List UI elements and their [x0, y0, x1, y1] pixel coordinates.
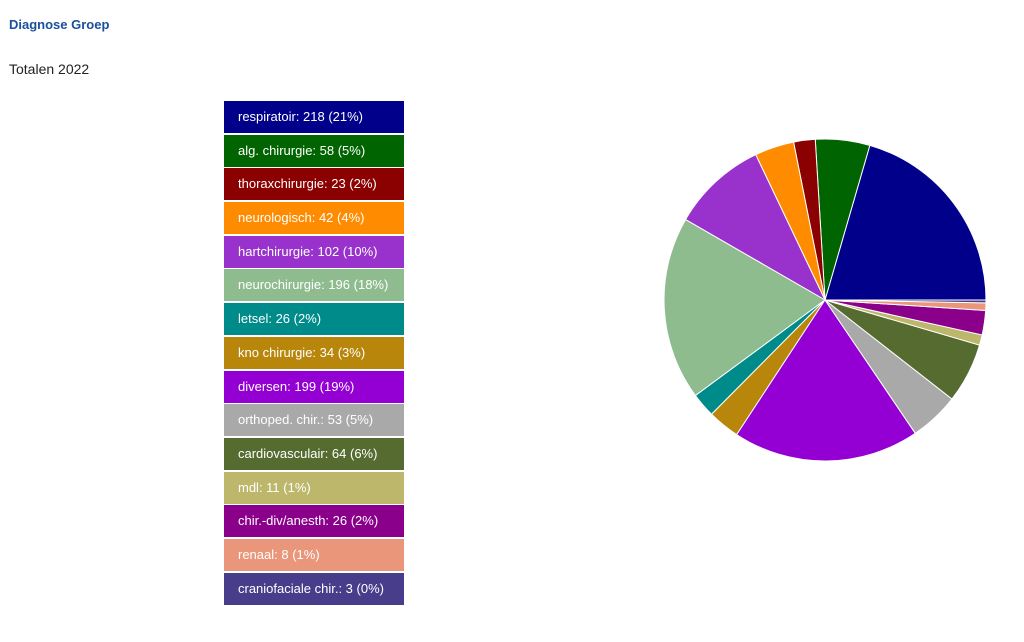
chart-title: Diagnose Groep — [9, 17, 110, 32]
legend-item-craniofaciale-chir-[interactable]: craniofaciale chir.: 3 (0%) — [224, 572, 404, 605]
pie-slice-diversen[interactable] — [735, 299, 917, 462]
legend-item-renaal[interactable]: renaal: 8 (1%) — [224, 538, 404, 571]
legend-item-cardiovasculair[interactable]: cardiovasculair: 64 (6%) — [224, 437, 404, 470]
legend-item-mdl[interactable]: mdl: 11 (1%) — [224, 471, 404, 504]
pie-slice-respiratoir[interactable] — [824, 144, 987, 301]
pie-slice-neurochirurgie[interactable] — [663, 218, 826, 397]
legend-item-alg-chirurgie[interactable]: alg. chirurgie: 58 (5%) — [224, 134, 404, 167]
legend-item-thoraxchirurgie[interactable]: thoraxchirurgie: 23 (2%) — [224, 168, 404, 201]
legend-item-chir-div-anesth[interactable]: chir.-div/anesth: 26 (2%) — [224, 505, 404, 538]
pie-chart — [663, 138, 987, 462]
legend-item-diversen[interactable]: diversen: 199 (19%) — [224, 370, 404, 403]
legend-item-kno-chirurgie[interactable]: kno chirurgie: 34 (3%) — [224, 336, 404, 369]
legend-item-neurochirurgie[interactable]: neurochirurgie: 196 (18%) — [224, 269, 404, 302]
pie-slice-craniofaciale-chir-[interactable] — [824, 299, 987, 304]
legend-item-neurologisch[interactable]: neurologisch: 42 (4%) — [224, 202, 404, 235]
pie-slice-hartchirurgie[interactable] — [684, 153, 827, 302]
legend-item-orthoped-chir-[interactable]: orthoped. chir.: 53 (5%) — [224, 404, 404, 437]
chart-legend: respiratoir: 218 (21%) alg. chirurgie: 58… — [224, 101, 404, 606]
legend-item-respiratoir[interactable]: respiratoir: 218 (21%) — [224, 101, 404, 133]
legend-item-letsel[interactable]: letsel: 26 (2%) — [224, 303, 404, 336]
legend-item-hartchirurgie[interactable]: hartchirurgie: 102 (10%) — [224, 235, 404, 268]
chart-subtitle: Totalen 2022 — [9, 61, 90, 77]
